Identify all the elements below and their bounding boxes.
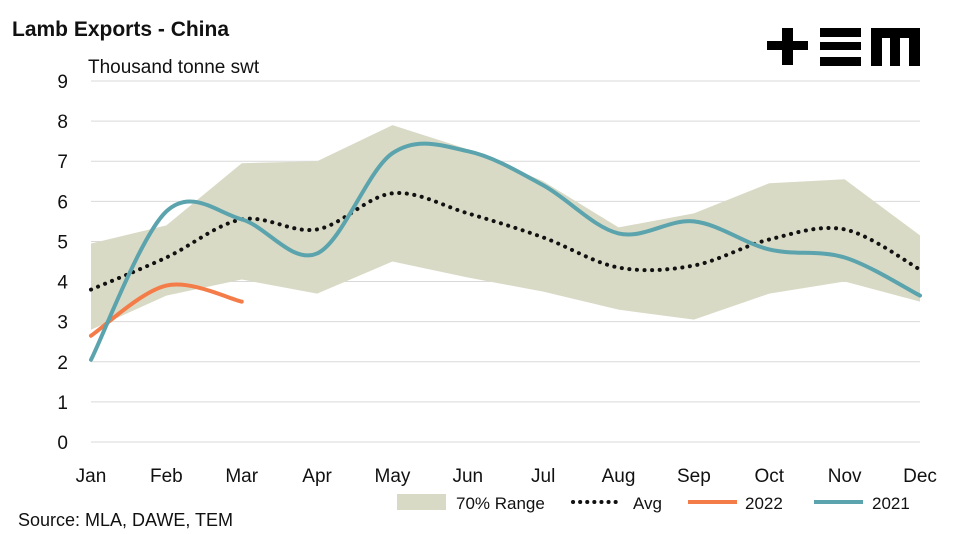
x-tick-label: Sep [677, 466, 711, 487]
y-tick-label: 8 [57, 112, 68, 133]
x-tick-label: Oct [754, 466, 784, 487]
y-tick-label: 6 [57, 192, 68, 213]
y-tick-label: 1 [57, 393, 68, 414]
y-tick-label: 7 [57, 152, 68, 173]
x-tick-label: Apr [302, 466, 332, 487]
x-tick-label: Nov [828, 466, 862, 487]
tem-logo [767, 28, 920, 66]
x-tick-label: Aug [602, 466, 636, 487]
legend-swatch-range [397, 494, 446, 510]
legend-label-2022: 2022 [745, 494, 783, 513]
y-axis-label: Thousand tonne swt [88, 57, 260, 78]
y-tick-label: 2 [57, 353, 68, 374]
legend-label-range: 70% Range [456, 494, 545, 513]
y-tick-label: 0 [57, 433, 68, 454]
chart-title: Lamb Exports - China [12, 18, 229, 41]
x-tick-label: Mar [225, 466, 258, 487]
legend: 70% Range Avg 2022 2021 [397, 494, 910, 513]
range-band [91, 125, 920, 330]
legend-label-2021: 2021 [872, 494, 910, 513]
x-tick-label: Jun [452, 466, 483, 487]
series-line-avg [89, 191, 922, 292]
y-tick-label: 5 [57, 232, 68, 253]
x-tick-label: Dec [903, 466, 937, 487]
y-tick-label: 4 [57, 273, 68, 294]
y-tick-label: 3 [57, 313, 68, 334]
source-note: Source: MLA, DAWE, TEM [18, 510, 233, 530]
y-tick-label: 9 [57, 72, 68, 93]
x-tick-label: Jan [76, 466, 107, 487]
legend-label-avg: Avg [633, 494, 662, 513]
x-tick-label: May [375, 466, 411, 487]
series-line-2021 [89, 141, 922, 362]
x-tick-label: Feb [150, 466, 183, 487]
x-tick-label: Jul [531, 466, 555, 487]
